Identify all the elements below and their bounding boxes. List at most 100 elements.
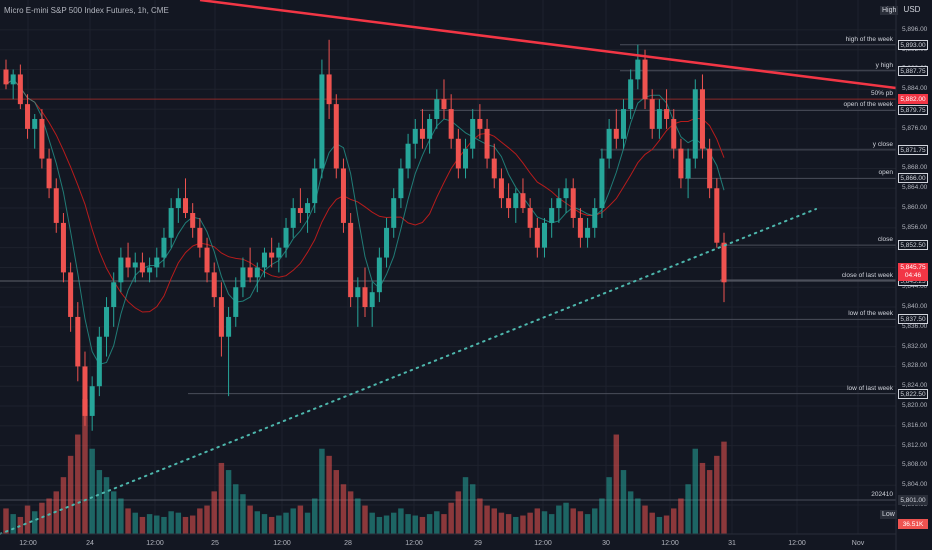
candles <box>3 39 727 431</box>
volume-bar <box>110 491 117 534</box>
candle-body <box>671 118 677 149</box>
volume-bar <box>721 441 727 534</box>
candle-body <box>692 89 698 159</box>
candle-body <box>333 104 339 169</box>
candle-body <box>168 208 174 238</box>
volume-bar <box>247 505 253 534</box>
candle-body <box>463 148 469 169</box>
volume-bar <box>89 448 95 534</box>
candle-body <box>699 89 705 149</box>
candle-body <box>139 262 145 273</box>
price-tick: 5,876.00 <box>902 124 928 132</box>
resistance-trendline <box>199 0 897 90</box>
time-tick: 28 <box>344 540 352 547</box>
candle-body <box>17 74 23 105</box>
volume-bar <box>606 477 612 534</box>
volume-bar <box>24 505 31 534</box>
volume-bar <box>347 491 354 534</box>
candle-body <box>498 178 504 199</box>
currency-label[interactable]: USD <box>903 5 921 14</box>
price-tick: 5,828.00 <box>902 362 928 370</box>
time-tick: 31 <box>728 540 736 547</box>
volume-bar <box>225 470 232 534</box>
candle-body <box>75 316 81 367</box>
level-label: y close <box>872 140 893 148</box>
volume-bar <box>154 515 160 534</box>
candle-body <box>240 267 246 288</box>
volume-bar <box>462 477 469 534</box>
level-label: 202410 <box>871 491 893 499</box>
volume-bar <box>146 514 153 534</box>
candle-body <box>384 227 390 258</box>
volume-bar <box>369 512 375 534</box>
level-lines <box>0 44 896 501</box>
time-tick: 12:00 <box>788 540 806 547</box>
volume-bar <box>312 498 318 534</box>
volume-bar <box>60 477 67 534</box>
level-price-tag: 5,852.50 <box>898 240 928 251</box>
price-tick: 5,896.00 <box>902 25 928 33</box>
volume-tag: 36.51K <box>898 519 928 529</box>
candle-body <box>254 267 260 278</box>
volume-bar <box>426 514 433 534</box>
price-tick: 5,816.00 <box>902 421 928 429</box>
candle-body <box>441 99 447 110</box>
candle-body <box>527 208 533 228</box>
volume-bar <box>218 462 225 534</box>
volume-bar <box>383 515 390 534</box>
candle-body <box>161 237 167 258</box>
low-label: Low <box>880 510 897 519</box>
level-label: 50% pb <box>870 90 893 98</box>
volume-bar <box>692 448 699 534</box>
volume-bar <box>96 470 103 534</box>
price-tick: 5,860.00 <box>902 204 928 212</box>
candle-body <box>541 222 548 248</box>
volume-bar <box>491 508 497 534</box>
candle-body <box>3 69 9 85</box>
volume-bar <box>505 514 512 534</box>
volume-bar <box>520 515 526 534</box>
volume-bar <box>211 491 217 534</box>
volume-bar <box>118 498 124 534</box>
candle-body <box>104 307 110 337</box>
volume-bar <box>46 498 52 534</box>
candle-body <box>685 158 691 179</box>
candle-body <box>297 208 303 214</box>
time-tick: 12:00 <box>19 540 37 547</box>
candle-body <box>434 99 440 119</box>
volume-bar <box>17 516 24 534</box>
volume-bar <box>613 434 620 534</box>
volume-bar <box>584 514 591 534</box>
volume-bar <box>10 514 16 534</box>
volume-bar <box>125 508 131 534</box>
level-price-tag: 5,801.00 <box>898 495 928 506</box>
candle-body <box>448 109 454 139</box>
volume-bar <box>577 511 584 534</box>
volume-bar <box>340 484 347 534</box>
symbol-title: Micro E-mini S&P 500 Index Futures, 1h, … <box>4 6 169 15</box>
volume-bar <box>592 508 598 534</box>
volume-bar <box>290 508 296 534</box>
candle-body <box>491 158 497 179</box>
volume-bar <box>362 505 368 534</box>
level-label: close of last week <box>841 272 893 280</box>
price-tick: 5,856.00 <box>902 223 928 231</box>
candle-body <box>635 59 641 80</box>
volume-bar <box>297 505 304 534</box>
level-label: close <box>877 236 893 244</box>
candle-body <box>261 252 267 268</box>
volume-bar <box>233 484 239 534</box>
candle-body <box>276 247 282 258</box>
volume-bar <box>434 511 440 534</box>
level-label: low of the week <box>848 310 893 318</box>
volume-bar <box>541 511 548 534</box>
candle-body <box>290 208 296 228</box>
volume-bar <box>477 498 483 534</box>
price-tick: 5,868.00 <box>902 164 928 172</box>
candle-body <box>592 208 598 228</box>
candle-body <box>620 109 626 139</box>
level-price-tag: 5,822.50 <box>898 388 928 399</box>
candle-body <box>412 128 418 144</box>
candle-body <box>10 74 16 85</box>
